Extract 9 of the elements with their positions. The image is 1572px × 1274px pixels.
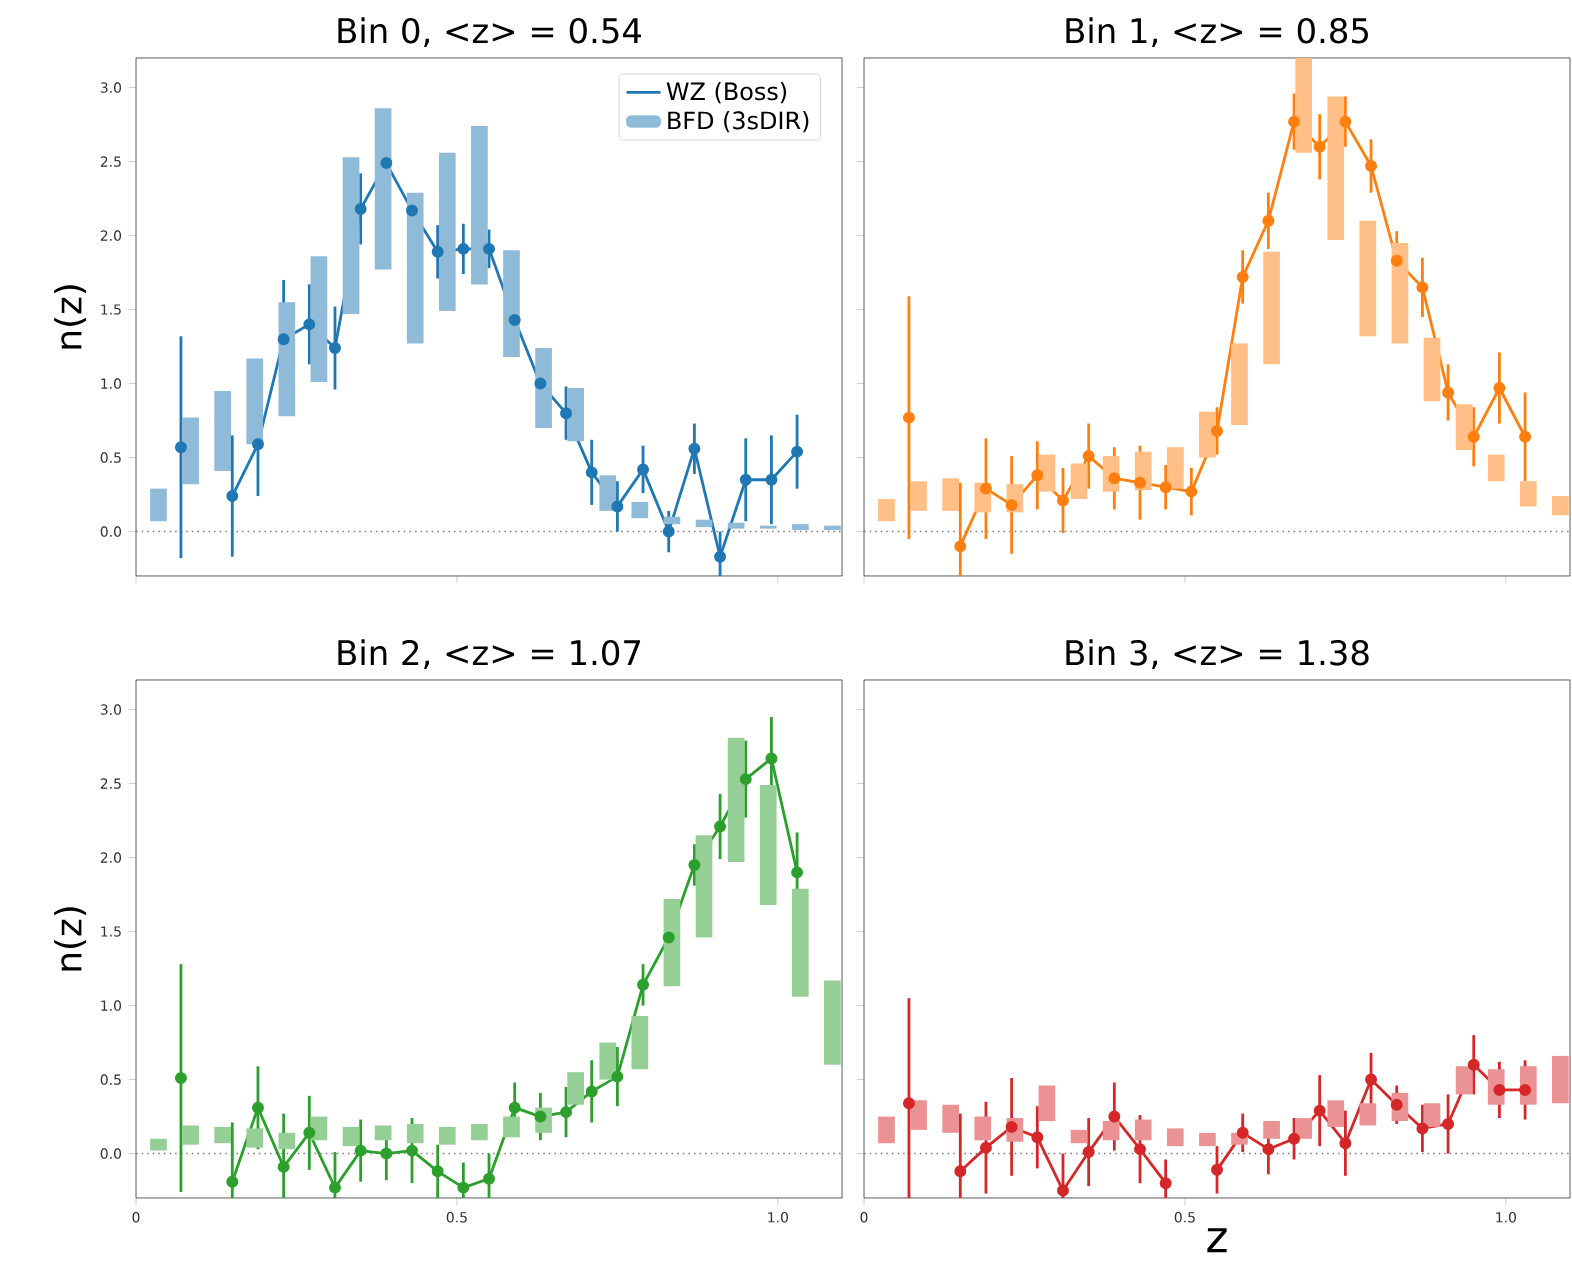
legend-label: WZ (Boss) (666, 81, 787, 104)
x-axis-title: z (1207, 1228, 1227, 1253)
chart-title: Bin 1, <z> = 0.85 (1066, 17, 1368, 47)
chart-title: Bin 3, <z> = 1.38 (1066, 639, 1369, 669)
legend-label: BFD (3sDIR) (668, 111, 809, 133)
y-axis-title: n(z) (54, 285, 87, 349)
chart-title: Bin 0, <z> = 0.54 (338, 17, 642, 47)
y-axis-title: n(z) (54, 907, 87, 971)
chart-title: Bin 2, <z> = 1.07 (338, 639, 641, 669)
